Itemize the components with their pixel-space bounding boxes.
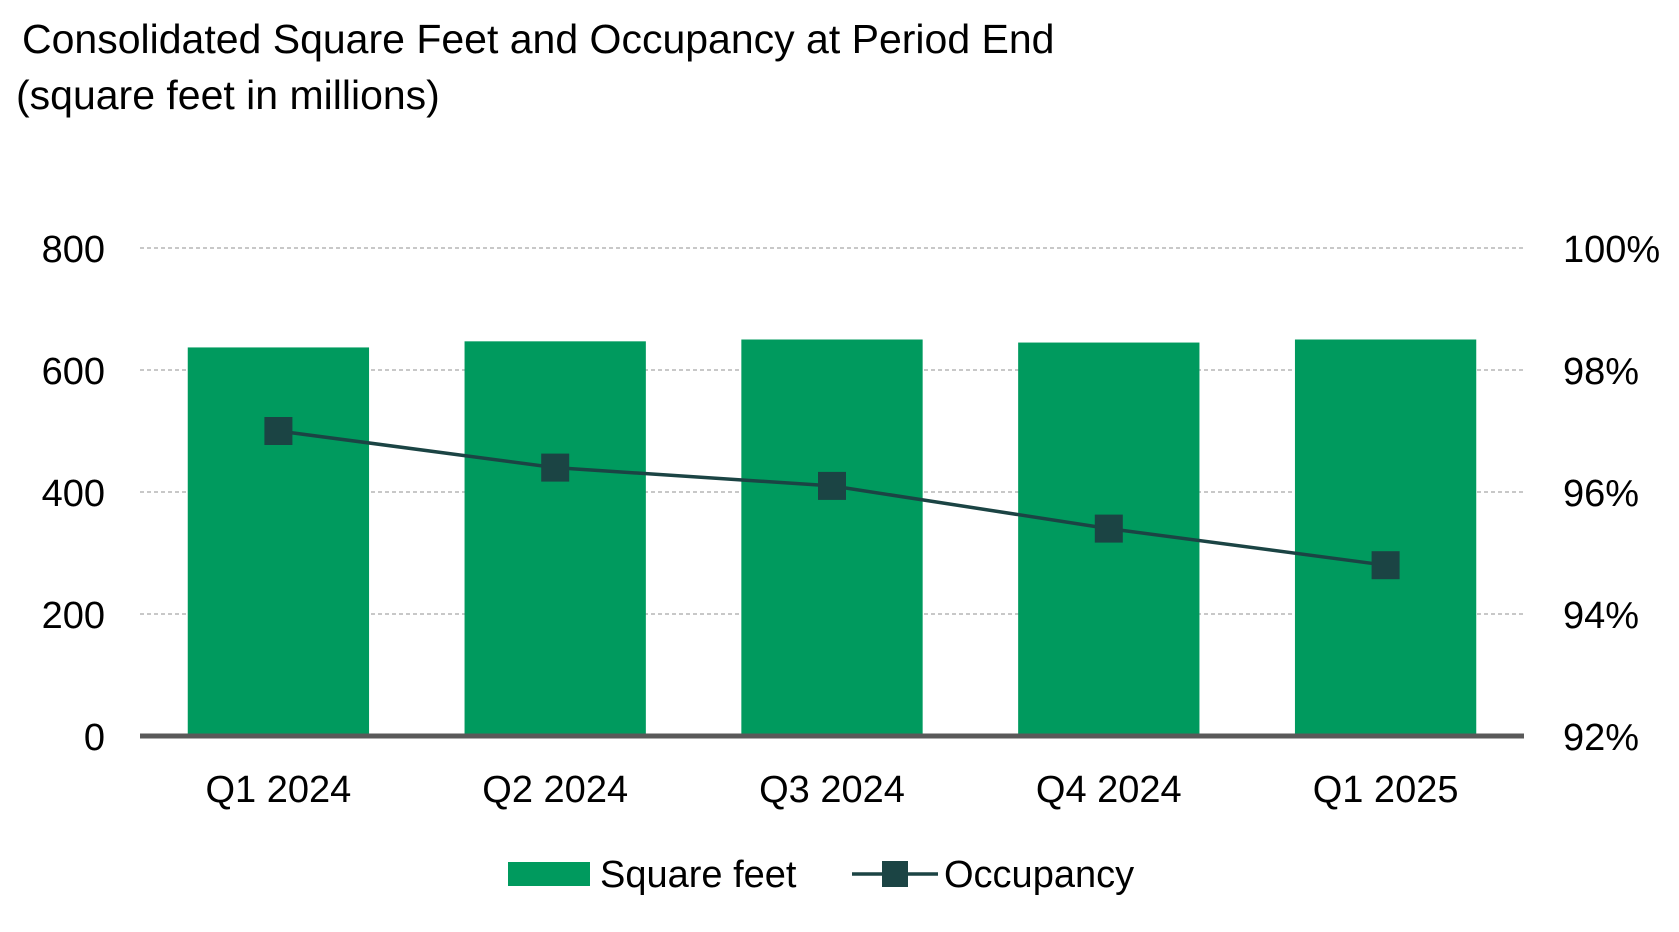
occupancy-marker-q4-2024 — [1094, 514, 1123, 543]
bar-q2-2024 — [464, 341, 646, 736]
occupancy-marker-q2-2024 — [541, 453, 570, 482]
bar-q3-2024 — [741, 339, 923, 736]
x-tick-label: Q4 2024 — [1036, 769, 1182, 811]
left-tick-label: 400 — [42, 473, 105, 515]
x-tick-label: Q3 2024 — [759, 769, 905, 811]
bar-q1-2024 — [187, 347, 370, 736]
left-tick-label: 0 — [84, 717, 105, 759]
occupancy-marker-q1-2025 — [1371, 551, 1400, 580]
legend-label-occupancy: Occupancy — [944, 854, 1134, 896]
chart-subtitle: (square feet in millions) — [16, 72, 440, 118]
x-tick-label: Q1 2025 — [1313, 769, 1459, 811]
legend: Square feet Occupancy — [508, 854, 1134, 896]
occupancy-marker-q1-2024 — [264, 417, 293, 445]
chart-title: Consolidated Square Feet and Occupancy a… — [22, 16, 1055, 62]
x-axis-ticks: Q1 2024 Q2 2024 Q3 2024 Q4 2024 Q1 2025 — [206, 769, 1459, 811]
legend-marker-occupancy — [882, 861, 908, 887]
right-tick-label: 100% — [1563, 229, 1660, 271]
x-tick-label: Q2 2024 — [482, 769, 628, 811]
bar-q1-2025 — [1294, 339, 1477, 736]
left-tick-label: 600 — [42, 351, 105, 393]
right-tick-label: 94% — [1563, 595, 1639, 637]
left-tick-label: 800 — [42, 229, 105, 271]
occupancy-line-layer — [264, 417, 1400, 580]
right-axis-ticks: 92% 94% 96% 98% 100% — [1563, 229, 1660, 759]
right-tick-label: 98% — [1563, 351, 1639, 393]
legend-label-square-feet: Square feet — [600, 854, 797, 896]
bars — [187, 339, 1477, 736]
left-axis-ticks: 0 200 400 600 800 — [42, 229, 105, 759]
right-tick-label: 92% — [1563, 717, 1639, 759]
x-tick-label: Q1 2024 — [206, 769, 352, 811]
occupancy-marker-q3-2024 — [818, 471, 846, 500]
right-tick-label: 96% — [1563, 473, 1639, 515]
legend-swatch-square-feet — [508, 862, 590, 886]
left-tick-label: 200 — [42, 595, 105, 637]
